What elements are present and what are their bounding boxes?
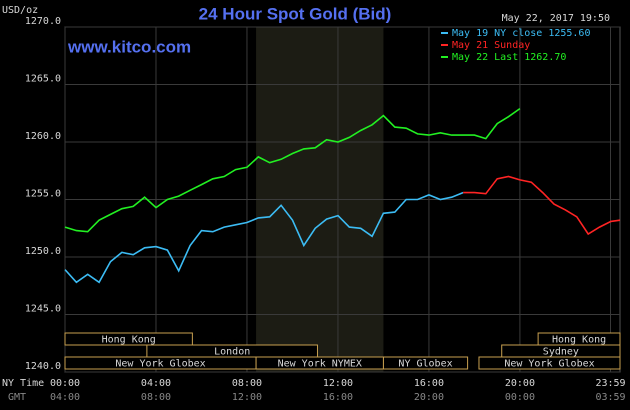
x-tick-label: 04:00 [141, 378, 171, 389]
y-tick-label: 1245.0 [25, 304, 61, 315]
x2-axis-label: GMT [8, 392, 26, 403]
x2-tick-label: 03:59 [595, 392, 625, 403]
x-axis-label: NY Time [2, 378, 44, 389]
session-label: New York Globex [504, 359, 594, 370]
y-tick-label: 1260.0 [25, 131, 61, 142]
session-label: Hong Kong [552, 335, 606, 346]
y-tick-label: 1255.0 [25, 189, 61, 200]
y-tick-label: 1240.0 [25, 361, 61, 372]
session-label: New York Globex [115, 359, 205, 370]
x-tick-label: 12:00 [323, 378, 353, 389]
session-box [382, 356, 469, 370]
y-tick-label: 1270.0 [25, 16, 61, 27]
x2-tick-label: 08:00 [141, 392, 171, 403]
x-tick-label: 20:00 [505, 378, 535, 389]
y-tick-label: 1265.0 [25, 74, 61, 85]
x2-tick-label: 20:00 [414, 392, 444, 403]
legend-label: May 22 Last 1262.70 [452, 52, 566, 63]
x2-tick-label: 12:00 [232, 392, 262, 403]
session-label: Hong Kong [102, 335, 156, 346]
session-label: New York NYMEX [278, 359, 362, 370]
x2-tick-label: 16:00 [323, 392, 353, 403]
y-tick-label: 1250.0 [25, 246, 61, 257]
session-label: London [214, 347, 250, 358]
y-axis-label: USD/oz [2, 5, 38, 16]
x-tick-label: 16:00 [414, 378, 444, 389]
session-label: NY Globex [398, 359, 452, 370]
price-line [64, 107, 521, 233]
x-tick-label: 23:59 [595, 378, 625, 389]
session-box [64, 332, 193, 346]
x2-tick-label: 00:00 [505, 392, 535, 403]
x2-tick-label: 04:00 [50, 392, 80, 403]
price-line [64, 191, 464, 284]
x-tick-label: 08:00 [232, 378, 262, 389]
session-label: Sydney [543, 347, 579, 358]
price-line [463, 175, 621, 236]
chart-title: 24 Hour Spot Gold (Bid) [199, 4, 392, 23]
session-box [478, 356, 621, 370]
x-tick-label: 00:00 [50, 378, 80, 389]
website: www.kitco.com [67, 37, 191, 56]
legend-label: May 19 NY close 1255.60 [452, 28, 590, 39]
legend-label: May 21 Sunday [452, 40, 530, 51]
timestamp: May 22, 2017 19:50 [502, 13, 610, 24]
